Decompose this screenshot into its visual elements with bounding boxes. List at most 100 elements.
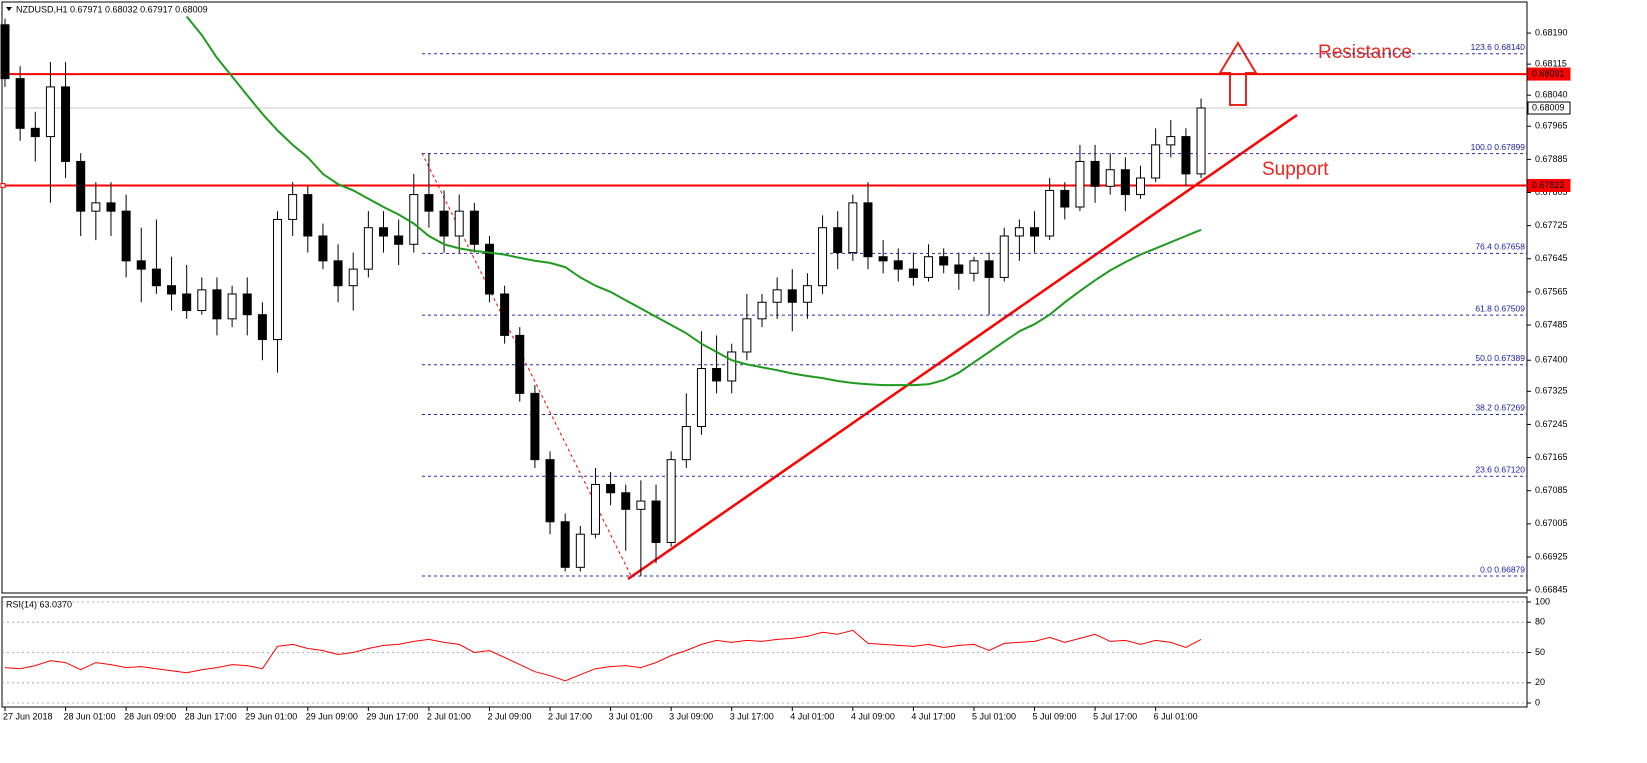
candle-body [1090,160,1100,187]
candle-body [878,256,888,262]
candle-body [212,289,222,320]
x-tick-label: 5 Jul 09:00 [1033,711,1077,721]
rsi-tick-label: 20 [1535,677,1545,687]
y-tick-label: 0.67565 [1535,286,1568,296]
candle-body [757,301,767,320]
candle-body [257,314,267,341]
candle-body [742,318,752,353]
y-tick-label: 0.68115 [1535,58,1567,68]
candle-body [1075,160,1085,208]
candle-body [1166,136,1176,146]
x-tick-label: 29 Jun 17:00 [366,711,418,721]
candle-body [712,368,722,382]
y-tick-label: 0.67400 [1535,355,1568,365]
price-box [1527,178,1571,192]
x-tick-label: 3 Jul 17:00 [730,711,774,721]
candle-body [681,426,691,461]
candle-body [61,86,71,162]
y-tick-label: 0.67725 [1535,220,1568,230]
candle-body [303,194,313,237]
candle-body [696,368,706,428]
candle-body [666,459,676,543]
candle-body [121,210,131,262]
candle-body [151,268,161,287]
x-tick-label: 28 Jun 17:00 [185,711,237,721]
candle-body [379,227,388,237]
candle-body [15,78,25,129]
x-tick-label: 2 Jul 17:00 [548,711,592,721]
fib-label: 50.0 0.67389 [1475,353,1525,363]
price-box-label: 0.68091 [1532,68,1565,78]
candle-body [439,210,449,237]
y-tick-label: 0.67005 [1535,518,1568,528]
chart-title: NZDUSD,H1 0.67971 0.68032 0.67917 0.6800… [16,4,208,14]
candle-body [833,227,843,254]
candle-body [363,227,373,270]
candle-body [863,202,873,258]
fib-label: 123.6 0.68140 [1471,42,1526,52]
y-tick-label: 0.66925 [1535,551,1568,561]
candle-body [1060,189,1070,208]
candle-body [1105,169,1115,187]
candle-body [818,227,828,287]
rsi-tick-label: 0 [1535,697,1540,707]
rsi-tick-label: 80 [1535,617,1545,627]
candle-body [0,24,10,80]
candle-body [1136,177,1145,196]
x-tick-label: 28 Jun 09:00 [124,711,176,721]
candle-body [106,202,116,212]
candle-body [651,500,661,543]
candle-body [908,268,918,278]
fib-label: 100.0 0.67899 [1471,142,1526,152]
y-tick-label: 0.67965 [1535,121,1568,131]
x-tick-label: 27 Jun 2018 [3,711,53,721]
candle-body [1014,227,1024,237]
x-tick-label: 2 Jul 01:00 [427,711,471,721]
x-tick-label: 6 Jul 01:00 [1154,711,1198,721]
price-box [1527,101,1571,115]
x-tick-label: 4 Jul 17:00 [911,711,955,721]
rsi-panel [1,596,1528,708]
y-tick-label: 0.66845 [1535,584,1568,594]
y-tick-label: 0.68040 [1535,90,1568,100]
moving-average [185,15,1202,387]
fib-label: 38.2 0.67269 [1475,403,1525,413]
candle-body [787,289,797,303]
y-tick-label: 0.67245 [1535,419,1568,429]
candle-body [318,235,328,262]
candle-body [333,260,343,287]
trend-line [627,113,1298,581]
candle-body [136,260,146,270]
y-tick-label: 0.67645 [1535,253,1568,263]
candle-body [273,218,283,341]
candle-body [1151,144,1161,179]
x-tick-label: 5 Jul 01:00 [972,711,1016,721]
price-panel [1,1,1528,594]
candle-body [606,483,616,494]
x-tick-label: 28 Jun 01:00 [64,711,116,721]
candle-body [772,289,782,303]
resistance-label: Resistance [1318,42,1412,63]
candle-body [802,285,812,303]
candle-body [954,264,964,274]
candle-body [288,194,298,220]
candle-body [424,194,434,212]
x-tick-label: 2 Jul 09:00 [487,711,531,721]
fib-anchor-line [421,152,633,579]
x-tick-label: 4 Jul 01:00 [790,711,834,721]
candle-body [500,293,510,336]
candle-body [242,293,252,316]
candle-body [984,260,994,278]
price-box-label: 0.68009 [1532,102,1565,112]
y-tick-label: 0.68190 [1535,27,1568,37]
price-box-label: 0.67822 [1532,180,1565,190]
x-tick-label: 29 Jun 09:00 [306,711,358,721]
price-box [1527,67,1571,81]
support-label: Support [1262,159,1329,180]
level-marker [0,182,6,188]
candle-body [1120,169,1130,196]
rsi-line [4,629,1202,682]
candle-body [197,289,207,312]
y-tick-label: 0.67325 [1535,386,1568,396]
